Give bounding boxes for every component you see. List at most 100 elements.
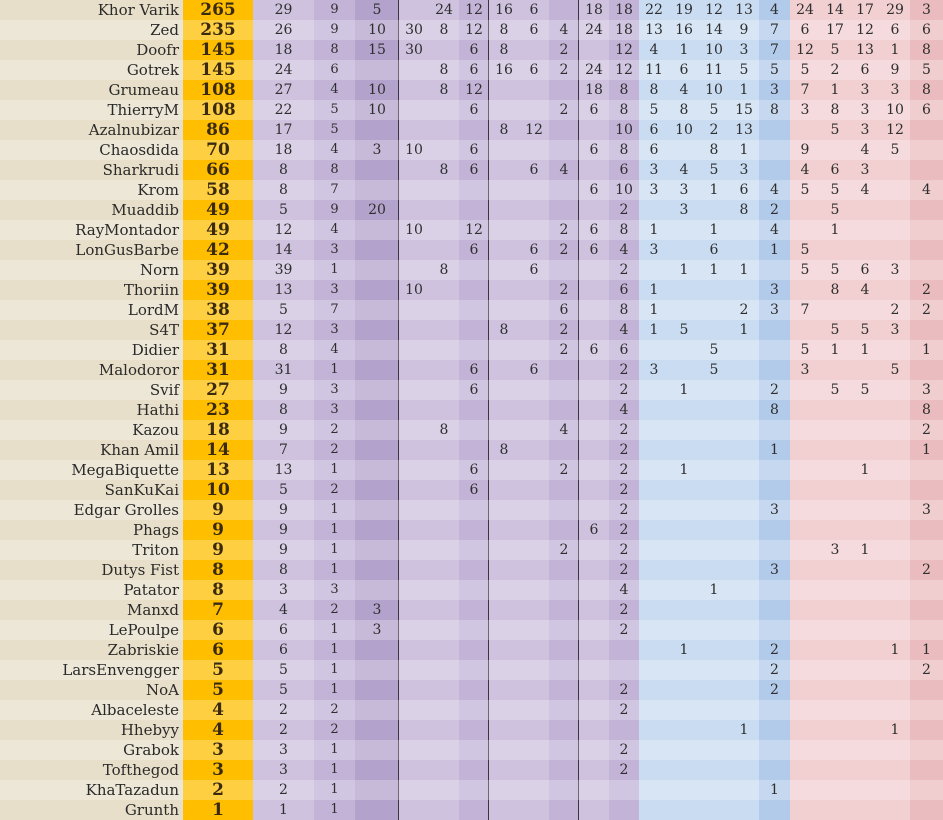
table-row: Hathi 23 8 3 4 8 8 [0, 400, 943, 420]
player-name: Edgar Grolles [73, 501, 179, 519]
score-cell: 2 [922, 562, 931, 578]
score-cell: 13 [645, 22, 663, 38]
table-row: LarsEnvengger 5 5 1 2 2 [0, 660, 943, 680]
player-total: 27 [206, 380, 230, 400]
score-cell: 2 [739, 302, 749, 318]
score-cell: 2 [559, 342, 569, 358]
player-name: LePoulpe [108, 621, 179, 639]
score-cell: 2 [559, 42, 569, 58]
score-cell: 3 [372, 142, 382, 158]
score-cell: 10 [705, 82, 723, 98]
player-total: 13 [206, 460, 230, 480]
score-cell: 6 [649, 142, 659, 158]
score-cell: 12 [615, 42, 633, 58]
score-cell: 3 [770, 562, 779, 578]
column-bg [399, 0, 429, 820]
score-cell: 26 [274, 22, 293, 38]
score-cell: 5 [830, 382, 840, 398]
score-cell: 18 [274, 42, 293, 58]
score-cell: 9 [279, 502, 288, 518]
score-cell: 6 [739, 182, 749, 198]
player-total: 108 [200, 100, 236, 120]
score-cell: 1 [739, 142, 749, 158]
score-cell: 10 [405, 222, 423, 238]
score-cell: 2 [559, 462, 569, 478]
score-cell: 6 [469, 142, 479, 158]
score-cell: 10 [615, 182, 633, 198]
score-cell: 14 [705, 22, 723, 38]
table-row: Khor Varik 265 29 9 5 24 12 16 6 18 18 22 19 12 13 4 24 1… [0, 0, 943, 20]
player-total: 3 [212, 740, 224, 760]
player-name: ThierryM [107, 101, 179, 119]
score-cell: 8 [770, 402, 779, 418]
table-row: Triton 9 9 1 2 2 3 1 [0, 540, 943, 560]
score-cell: 4 [330, 142, 339, 157]
table-row: NoA 5 5 1 2 2 [0, 680, 943, 700]
score-cell: 24 [435, 2, 453, 18]
player-total: 5 [212, 660, 224, 680]
column-bg [519, 0, 549, 820]
score-cell: 22 [274, 102, 293, 118]
score-cell: 2 [619, 742, 629, 758]
score-cell: 9 [739, 22, 749, 38]
score-cell: 3 [890, 82, 900, 98]
score-cell: 6 [619, 162, 629, 178]
score-cell: 17 [856, 2, 874, 18]
score-cell: 6 [279, 642, 288, 658]
score-cell: 12 [274, 322, 293, 338]
score-cell: 10 [405, 282, 423, 298]
score-cell: 1 [649, 282, 659, 298]
score-cell: 5 [709, 342, 719, 358]
score-cell: 3 [800, 362, 810, 378]
player-name: Zed [150, 21, 179, 39]
score-cell: 1 [649, 222, 659, 238]
score-cell: 4 [619, 322, 629, 338]
score-cell: 6 [469, 62, 479, 78]
score-cell: 6 [619, 282, 629, 298]
score-cell: 8 [922, 402, 931, 418]
score-cell: 8 [279, 562, 288, 578]
score-cell: 4 [330, 222, 339, 237]
score-cell: 10 [368, 102, 386, 118]
player-name: LonGusBarbe [75, 241, 179, 259]
score-cell: 10 [705, 42, 723, 58]
score-cell: 3 [860, 122, 870, 138]
score-cell: 10 [368, 22, 386, 38]
score-cell: 5 [830, 42, 840, 58]
score-cell: 18 [615, 22, 633, 38]
score-cell: 3 [770, 282, 779, 298]
score-cell: 2 [559, 322, 569, 338]
player-total: 8 [212, 580, 224, 600]
score-cell: 8 [499, 42, 509, 58]
score-cell: 3 [330, 242, 339, 257]
score-cell: 9 [330, 202, 339, 217]
score-cell: 3 [860, 82, 870, 98]
score-cell: 8 [830, 102, 840, 118]
table-row: Didier 31 8 4 2 6 6 5 5 1 1 1 [0, 340, 943, 360]
player-total: 4 [212, 700, 224, 720]
column-bg [669, 0, 699, 820]
player-total: 265 [200, 0, 236, 20]
player-total: 58 [206, 180, 230, 200]
score-cell: 18 [585, 82, 603, 98]
player-total: 38 [206, 300, 230, 320]
score-cell: 8 [830, 282, 840, 298]
score-cell: 8 [439, 422, 449, 438]
score-cell: 3 [279, 762, 288, 778]
score-cell: 2 [330, 702, 339, 717]
score-cell: 6 [922, 102, 931, 118]
score-cell: 12 [465, 82, 483, 98]
score-cell: 5 [890, 362, 900, 378]
score-cell: 2 [619, 542, 629, 558]
score-cell: 2 [770, 202, 779, 218]
score-cell: 2 [619, 262, 629, 278]
score-cell: 9 [330, 22, 339, 37]
table-row: Svif 27 9 3 6 2 1 2 5 5 3 [0, 380, 943, 400]
score-cell: 3 [279, 742, 288, 758]
player-total: 8 [212, 560, 224, 580]
score-cell: 3 [860, 102, 870, 118]
score-cell: 4 [559, 422, 569, 438]
score-cell: 1 [330, 362, 339, 377]
score-cell: 1 [770, 242, 779, 258]
score-cell: 1 [279, 802, 288, 818]
